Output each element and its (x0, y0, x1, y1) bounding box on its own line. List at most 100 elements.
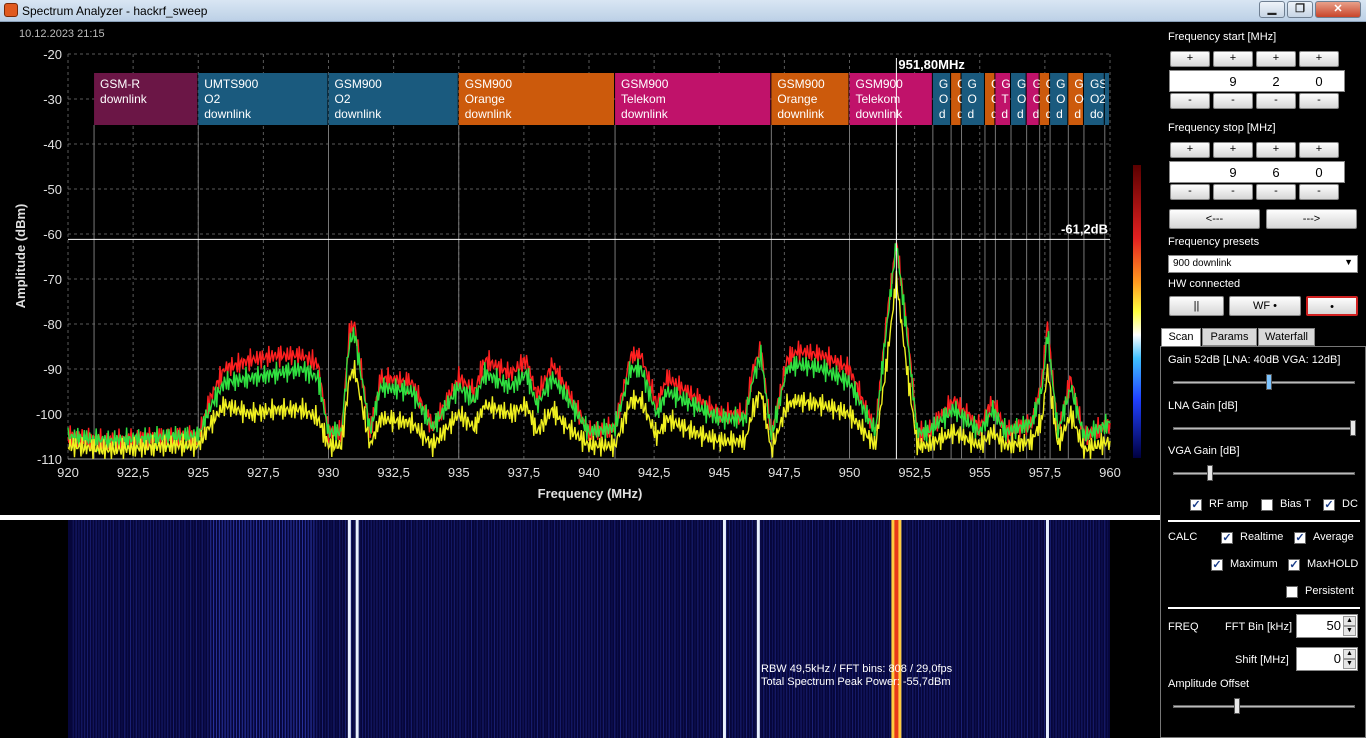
title-bar: Spectrum Analyzer - hackrf_sweep ▁ ❐ ✕ (0, 0, 1366, 22)
lna-slider-thumb[interactable] (1350, 420, 1356, 436)
band-label: UMTS900 (204, 77, 258, 91)
band-block (1104, 73, 1109, 125)
amplitude-offset-label: Amplitude Offset (1168, 678, 1250, 690)
maximize-button[interactable]: ❐ (1287, 1, 1313, 18)
freq-stop-plus-2[interactable]: + (1213, 142, 1253, 158)
average-checkbox[interactable]: ✓ (1294, 532, 1306, 544)
shift-label: Shift [MHz] (1235, 654, 1289, 666)
y-axis-label: Amplitude (dBm) (13, 204, 28, 309)
band-label: G (1017, 77, 1026, 91)
freq-stop-minus-3[interactable]: - (1256, 184, 1296, 200)
pause-button[interactable]: || (1169, 296, 1224, 316)
freq-start-plus-4[interactable]: + (1299, 51, 1339, 67)
band-block (771, 73, 849, 125)
rf-amp-checkbox[interactable]: ✓ (1190, 499, 1202, 511)
realtime-checkbox[interactable]: ✓ (1221, 532, 1233, 544)
hw-status: HW connected (1168, 278, 1241, 290)
vga-slider-thumb[interactable] (1207, 465, 1214, 481)
app-icon (4, 3, 18, 17)
band-label: d (1033, 107, 1040, 121)
band-label: d (1017, 107, 1024, 121)
x-tick-label: 927,5 (247, 465, 280, 480)
band-label: G (1074, 77, 1083, 91)
maximum-checkbox[interactable]: ✓ (1211, 559, 1223, 571)
x-tick-label: 932,5 (377, 465, 410, 480)
x-tick-label: 947,5 (768, 465, 801, 480)
band-block (951, 73, 961, 125)
chart-divider[interactable] (0, 515, 1160, 520)
y-tick-label: -100 (36, 407, 62, 422)
spin-up-icon[interactable]: ▲ (1343, 616, 1356, 626)
record-button[interactable]: • (1306, 296, 1358, 316)
spectrum-plot: 10.12.2023 21:15 -20 -30 -40 -50 -60 -70 -80 -90… (13, 28, 1141, 501)
freq-stop-minus-1[interactable]: - (1170, 184, 1210, 200)
spin-up-icon[interactable]: ▲ (1343, 649, 1356, 659)
freq-stop-plus-4[interactable]: + (1299, 142, 1339, 158)
freq-stop-digit: 0 (1315, 165, 1323, 180)
freq-stop-minus-2[interactable]: - (1213, 184, 1253, 200)
prev-range-button[interactable]: <--- (1169, 209, 1260, 229)
band-label: GSM-R (100, 77, 140, 91)
lna-gain-slider[interactable] (1173, 420, 1356, 436)
freq-stop-plus-1[interactable]: + (1170, 142, 1210, 158)
fft-bin-spinner[interactable]: 50 ▲ ▼ (1296, 614, 1358, 638)
band-block (849, 73, 932, 125)
waterfall-toggle-button[interactable]: WF • (1229, 296, 1301, 316)
timestamp: 10.12.2023 21:15 (19, 28, 105, 40)
freq-start-minus-4[interactable]: - (1299, 93, 1339, 109)
spin-down-icon[interactable]: ▼ (1343, 659, 1356, 669)
band-label: O2 (1090, 92, 1106, 106)
gain-slider-thumb[interactable] (1265, 374, 1272, 390)
freq-stop-minus-4[interactable]: - (1299, 184, 1339, 200)
tab-scan[interactable]: Scan (1161, 328, 1201, 347)
band-block (1039, 73, 1050, 125)
persistent-checkbox[interactable] (1286, 586, 1298, 598)
freq-start-plus-1[interactable]: + (1170, 51, 1210, 67)
freq-start-minus-3[interactable]: - (1256, 93, 1296, 109)
tab-waterfall[interactable]: Waterfall (1258, 328, 1315, 346)
amplitude-offset-thumb[interactable] (1233, 698, 1240, 714)
freq-stop-display[interactable]: 9 6 0 (1169, 161, 1345, 183)
realtime-label: Realtime (1240, 531, 1284, 543)
freq-start-minus-2[interactable]: - (1213, 93, 1253, 109)
spectrum-chart[interactable]: 10.12.2023 21:15 -20 -30 -40 -50 -60 -70 -80 -90… (0, 22, 1160, 515)
spin-down-icon[interactable]: ▼ (1343, 626, 1356, 636)
vga-gain-slider[interactable] (1173, 465, 1355, 481)
rbw-info: RBW 49,5kHz / FFT bins: 808 / 29,0fps (761, 663, 953, 675)
y-tick-label: -30 (43, 92, 62, 107)
x-tick-label: 937,5 (508, 465, 541, 480)
bias-t-checkbox[interactable] (1261, 499, 1273, 511)
x-tick-label: 942,5 (638, 465, 671, 480)
dc-checkbox[interactable]: ✓ (1323, 499, 1335, 511)
average-label: Average (1313, 531, 1354, 543)
x-tick-label: 922,5 (117, 465, 150, 480)
preset-select[interactable]: 900 downlink ▼ (1168, 255, 1358, 273)
peak-power-info: Total Spectrum Peak Power: -55,7dBm (761, 676, 951, 688)
band-label: O (1017, 92, 1026, 106)
freq-stop-label: Frequency stop [MHz] (1168, 122, 1276, 134)
amplitude-offset-slider[interactable] (1173, 698, 1355, 714)
freq-start-display[interactable]: 9 2 0 (1169, 70, 1345, 92)
presets-label: Frequency presets (1168, 236, 1260, 248)
maxhold-label: MaxHOLD (1307, 558, 1359, 570)
maxhold-checkbox[interactable]: ✓ (1288, 559, 1300, 571)
band-label: GSM900 (335, 77, 383, 91)
close-button[interactable]: ✕ (1315, 1, 1361, 18)
freq-stop-plus-3[interactable]: + (1256, 142, 1296, 158)
band-block (1083, 73, 1104, 125)
control-panel: Frequency start [MHz] + + + + 9 2 0 - - … (1160, 22, 1366, 738)
tab-params[interactable]: Params (1202, 328, 1257, 346)
band-block (1026, 73, 1039, 125)
band-block (1068, 73, 1083, 125)
rf-amp-label: RF amp (1209, 498, 1249, 510)
freq-start-plus-2[interactable]: + (1213, 51, 1253, 67)
shift-spinner[interactable]: 0 ▲ ▼ (1296, 647, 1358, 671)
x-tick-label: 940 (578, 465, 600, 480)
minimize-button[interactable]: ▁ (1259, 1, 1285, 18)
gain-slider[interactable] (1173, 374, 1355, 390)
x-tick-label: 960 (1099, 465, 1121, 480)
next-range-button[interactable]: ---> (1266, 209, 1357, 229)
freq-start-plus-3[interactable]: + (1256, 51, 1296, 67)
band-block (1011, 73, 1026, 125)
freq-start-minus-1[interactable]: - (1170, 93, 1210, 109)
